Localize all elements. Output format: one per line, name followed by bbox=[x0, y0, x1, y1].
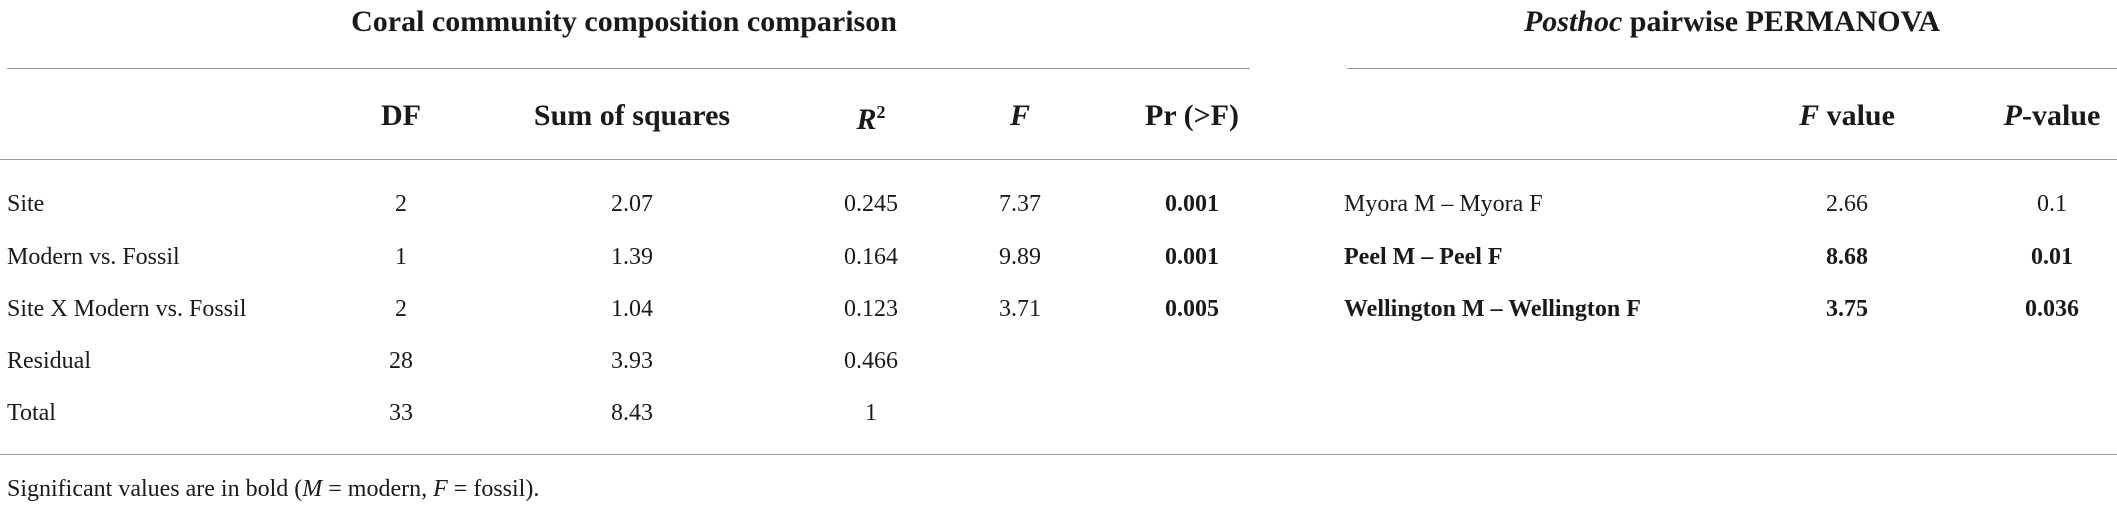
cell: 1.04 bbox=[611, 296, 653, 322]
column-header: R2 bbox=[856, 94, 885, 138]
text-part: -value bbox=[2022, 99, 2101, 132]
column-header: Pr (>F) bbox=[1145, 98, 1239, 134]
cell: 3.71 bbox=[999, 296, 1041, 322]
text-part: Significant values are in bold ( bbox=[7, 476, 303, 502]
cell: 0.001 bbox=[1165, 244, 1219, 270]
text-part: R bbox=[856, 103, 877, 136]
cell: 0.01 bbox=[2031, 244, 2073, 270]
column-header: DF bbox=[381, 98, 421, 134]
cell: 0.001 bbox=[1165, 191, 1219, 217]
cell: 28 bbox=[389, 348, 413, 374]
text-part: Sum of squares bbox=[533, 99, 731, 132]
text-part: value bbox=[1819, 99, 1895, 132]
row-label: Peel M – Peel F bbox=[1344, 244, 1503, 270]
table-title: Coral community composition comparison bbox=[351, 5, 897, 38]
row-label: Wellington M – Wellington F bbox=[1344, 296, 1641, 322]
text-part: F bbox=[1799, 99, 1820, 132]
text-part: = fossil). bbox=[447, 476, 540, 502]
cell: 1 bbox=[395, 244, 407, 270]
text-part: Pr (>F) bbox=[1145, 99, 1239, 132]
cell: 7.37 bbox=[999, 191, 1041, 217]
rule bbox=[0, 159, 2117, 160]
text-part: pairwise PERMANOVA bbox=[1622, 5, 1941, 38]
row-label: Myora M – Myora F bbox=[1344, 191, 1543, 217]
cell: 9.89 bbox=[999, 244, 1041, 270]
rule bbox=[1347, 68, 2117, 69]
rule bbox=[0, 454, 2117, 455]
cell: 0.466 bbox=[844, 348, 898, 374]
cell: 0.1 bbox=[2037, 191, 2067, 217]
row-label: Site bbox=[7, 191, 45, 217]
cell: 0.036 bbox=[2025, 296, 2079, 322]
row-label: Total bbox=[7, 400, 56, 426]
cell: 2.66 bbox=[1826, 191, 1868, 217]
row-label: Modern vs. Fossil bbox=[7, 244, 180, 270]
text-part: = modern, bbox=[322, 476, 434, 502]
cell: 2.07 bbox=[611, 191, 653, 217]
cell: 1.39 bbox=[611, 244, 653, 270]
text-part: P bbox=[2003, 99, 2022, 132]
cell: 8.68 bbox=[1826, 244, 1868, 270]
column-header: P-value bbox=[2004, 98, 2101, 134]
cell: 0.245 bbox=[844, 191, 898, 217]
cell: 1 bbox=[865, 400, 877, 426]
cell: 0.005 bbox=[1165, 296, 1219, 322]
column-header: Sum of squares bbox=[534, 98, 730, 134]
footnote: Significant values are in bold (M = mode… bbox=[7, 474, 539, 504]
table-title: Posthoc pairwise PERMANOVA bbox=[1524, 4, 1940, 40]
cell: 0.164 bbox=[844, 244, 898, 270]
cell: 8.43 bbox=[611, 400, 653, 426]
text-part: DF bbox=[381, 99, 421, 132]
cell: 2 bbox=[395, 296, 407, 322]
rule bbox=[7, 68, 1250, 69]
cell: 3.75 bbox=[1826, 296, 1868, 322]
row-label: Residual bbox=[7, 348, 91, 374]
row-label: Site X Modern vs. Fossil bbox=[7, 296, 247, 322]
text-part: F bbox=[433, 476, 448, 502]
cell: 0.123 bbox=[844, 296, 898, 322]
column-header: F value bbox=[1799, 98, 1895, 134]
cell: 33 bbox=[389, 400, 413, 426]
cell: 3.93 bbox=[611, 348, 653, 374]
text-part: M bbox=[302, 476, 323, 502]
text-part: Posthoc bbox=[1523, 5, 1623, 38]
superscript: 2 bbox=[876, 102, 886, 122]
column-header: F bbox=[1010, 98, 1030, 134]
cell: 2 bbox=[395, 191, 407, 217]
text-part: F bbox=[1009, 99, 1031, 132]
